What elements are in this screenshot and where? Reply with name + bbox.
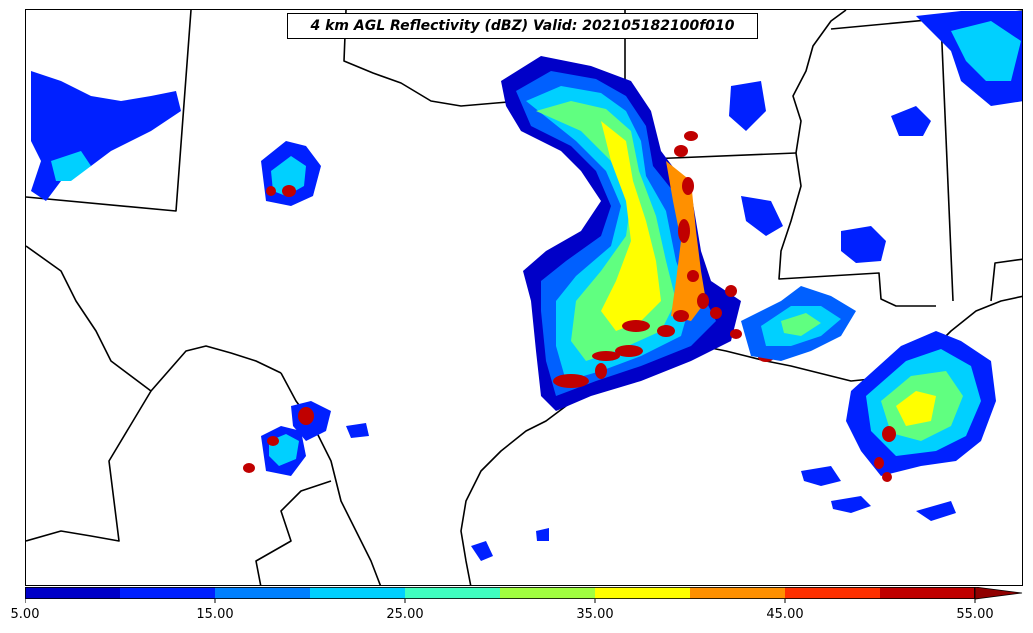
colorbar-tick-label: 45.00	[766, 607, 804, 622]
echo-ms-blue	[891, 106, 931, 136]
colorbar-border	[25, 587, 975, 599]
border-al-fl	[990, 258, 1022, 302]
colorbar-extend-arrow	[974, 587, 1023, 600]
colorbar-segment	[500, 587, 596, 599]
echo-ar-blue	[729, 81, 766, 131]
border-la-ms	[778, 152, 936, 307]
colorbar-tick-label: 55.00	[956, 607, 994, 622]
border-co-ks	[26, 10, 192, 212]
map-panel	[25, 9, 1023, 586]
echo-coastal-blue-3	[916, 501, 956, 521]
colorbar-segment	[690, 587, 786, 599]
echo-coastal-blue	[801, 466, 841, 486]
colorbar-segment	[310, 587, 406, 599]
echo-nw-cyan	[51, 151, 91, 181]
border-mexico-states	[26, 390, 152, 542]
west-tx-cell-red	[282, 185, 296, 197]
echo-ar-blue-2	[741, 196, 783, 236]
colorbar-tick-label: 25.00	[386, 607, 424, 622]
colorbar-segment	[785, 587, 881, 599]
echo-ms-blue-2	[841, 226, 886, 263]
colorbar	[25, 587, 1023, 603]
colorbar-segment	[25, 587, 121, 599]
border-ar-la	[647, 152, 797, 160]
colorbar-tick-label: 5.00	[10, 607, 40, 622]
border-nm-tx	[26, 245, 282, 392]
colorbar-segment	[595, 587, 691, 599]
echo-tx-coast-blue-2	[536, 528, 549, 541]
echo-nw-panhandle	[31, 71, 181, 201]
big-bend-cell-red	[267, 436, 279, 446]
colorbar-segment	[215, 587, 311, 599]
echo-ne-ms-cyan	[951, 21, 1021, 81]
echo-coastal-blue-2	[831, 496, 871, 513]
colorbar-segment	[120, 587, 216, 599]
map-title: 4 km AGL Reflectivity (dBZ) Valid: 20210…	[287, 13, 758, 39]
west-tx-cell-red-2	[266, 186, 276, 196]
echo-gulf-yellow	[896, 391, 936, 426]
border-mexico-states-2	[255, 480, 332, 585]
reflectivity-map	[26, 10, 1022, 585]
colorbar-tick-label: 15.00	[196, 607, 234, 622]
colorbar-segment	[880, 587, 976, 599]
border-mississippi-river	[792, 10, 847, 154]
echo-main-yellow	[601, 121, 661, 331]
echo-tx-coast-blue	[471, 541, 493, 561]
colorbar-tick-label: 35.00	[576, 607, 614, 622]
big-bend-cell-red-2	[243, 463, 255, 473]
colorbar-segment	[405, 587, 501, 599]
echo-la-green	[781, 313, 821, 336]
border-ms-al	[940, 20, 954, 302]
gulf-cells-red	[874, 426, 896, 482]
echo-rio-mex-blue	[346, 423, 369, 438]
rio-grande-cell-red	[298, 407, 314, 425]
echo-west-tx-cyan	[271, 156, 306, 196]
reflectivity-contours	[31, 11, 1022, 561]
